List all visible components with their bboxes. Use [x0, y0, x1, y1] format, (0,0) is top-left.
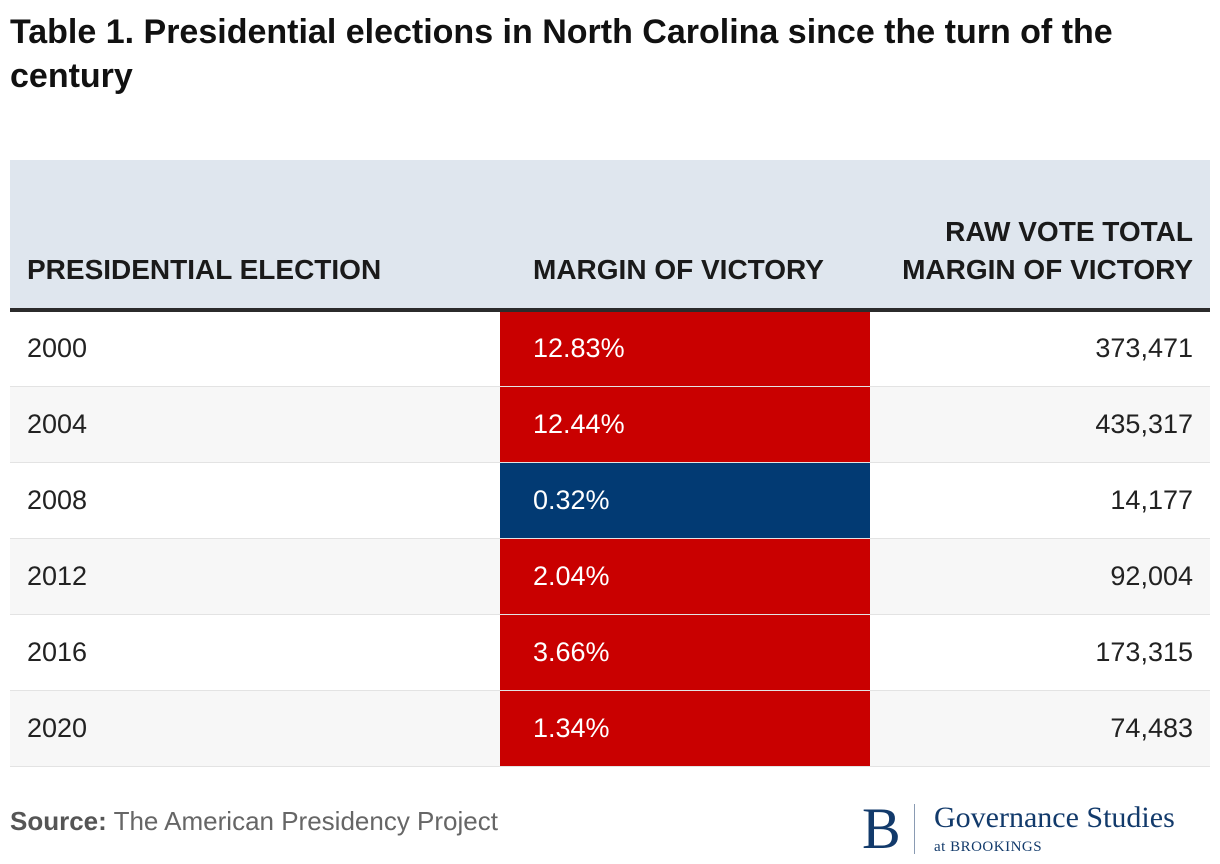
source-text: The American Presidency Project — [113, 806, 498, 836]
margin-cell: 12.44% — [500, 386, 870, 463]
margin-cell: 2.04% — [500, 538, 870, 615]
raw-margin-cell: 435,317 — [870, 386, 1210, 463]
election-year-cell: 2004 — [10, 386, 500, 463]
table-title: Table 1. Presidential elections in North… — [10, 13, 1113, 95]
column-header-election: PRESIDENTIAL ELECTION — [10, 160, 500, 312]
table-row: 2020 1.34% 74,483 — [10, 690, 1210, 767]
raw-margin-cell: 173,315 — [870, 614, 1210, 691]
logo-mark: B — [862, 796, 901, 861]
source-note: Source: The American Presidency Project — [10, 806, 498, 837]
raw-margin-cell: 373,471 — [870, 310, 1210, 387]
header-row: PRESIDENTIAL ELECTION MARGIN OF VICTORY … — [10, 160, 1210, 312]
election-year-cell: 2016 — [10, 614, 500, 691]
table-row: 2008 0.32% 14,177 — [10, 462, 1210, 539]
raw-margin-cell: 74,483 — [870, 690, 1210, 767]
election-table: PRESIDENTIAL ELECTION MARGIN OF VICTORY … — [10, 160, 1210, 767]
brookings-logo: B Governance Studies at BROOKINGS — [862, 800, 1210, 858]
logo-name: Governance Studies — [934, 801, 1175, 834]
table-row: 2012 2.04% 92,004 — [10, 538, 1210, 615]
margin-cell: 1.34% — [500, 690, 870, 767]
table-row: 2016 3.66% 173,315 — [10, 614, 1210, 691]
source-label: Source: — [10, 806, 107, 836]
logo-subtitle: at BROOKINGS — [934, 839, 1043, 855]
margin-cell: 0.32% — [500, 462, 870, 539]
table-row: 2000 12.83% 373,471 — [10, 310, 1210, 387]
margin-cell: 3.66% — [500, 614, 870, 691]
column-header-raw-margin: RAW VOTE TOTAL MARGIN OF VICTORY — [870, 160, 1210, 312]
election-year-cell: 2020 — [10, 690, 500, 767]
election-year-cell: 2012 — [10, 538, 500, 615]
table-row: 2004 12.44% 435,317 — [10, 386, 1210, 463]
election-year-cell: 2008 — [10, 462, 500, 539]
logo-divider — [914, 804, 915, 854]
raw-margin-cell: 92,004 — [870, 538, 1210, 615]
column-header-margin: MARGIN OF VICTORY — [500, 160, 870, 312]
raw-margin-cell: 14,177 — [870, 462, 1210, 539]
election-year-cell: 2000 — [10, 310, 500, 387]
margin-cell: 12.83% — [500, 310, 870, 387]
